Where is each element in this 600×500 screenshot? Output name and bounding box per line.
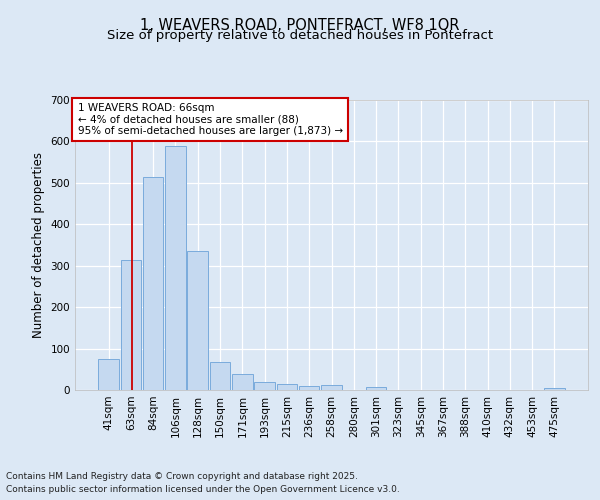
Bar	[321, 386, 342, 390]
Bar	[165, 146, 186, 390]
Bar	[210, 362, 230, 390]
Bar	[121, 260, 141, 390]
Bar	[277, 384, 297, 390]
Text: 1, WEAVERS ROAD, PONTEFRACT, WF8 1QR: 1, WEAVERS ROAD, PONTEFRACT, WF8 1QR	[140, 18, 460, 32]
Bar	[187, 251, 208, 390]
Bar	[544, 388, 565, 390]
Y-axis label: Number of detached properties: Number of detached properties	[32, 152, 45, 338]
Text: Contains public sector information licensed under the Open Government Licence v3: Contains public sector information licen…	[6, 485, 400, 494]
Bar	[366, 387, 386, 390]
Bar	[143, 176, 163, 390]
Bar	[232, 374, 253, 390]
Text: Size of property relative to detached houses in Pontefract: Size of property relative to detached ho…	[107, 29, 493, 42]
Bar	[98, 359, 119, 390]
Text: Contains HM Land Registry data © Crown copyright and database right 2025.: Contains HM Land Registry data © Crown c…	[6, 472, 358, 481]
Bar	[254, 382, 275, 390]
Bar	[299, 386, 319, 390]
Text: 1 WEAVERS ROAD: 66sqm
← 4% of detached houses are smaller (88)
95% of semi-detac: 1 WEAVERS ROAD: 66sqm ← 4% of detached h…	[77, 103, 343, 136]
